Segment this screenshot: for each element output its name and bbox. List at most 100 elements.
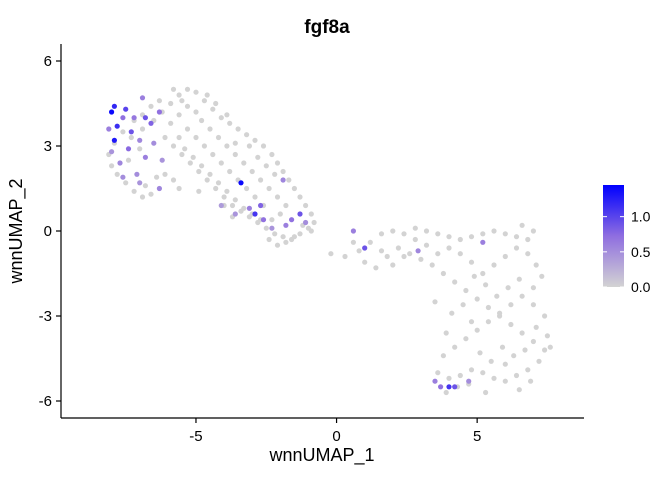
cell-point bbox=[176, 134, 182, 141]
colorbar-ticks: 0.0 0.5 1.0 bbox=[603, 209, 651, 295]
cell-point bbox=[429, 262, 435, 268]
expressed-cell-point bbox=[283, 222, 289, 228]
cell-point bbox=[266, 185, 272, 192]
cell-point bbox=[184, 103, 191, 109]
cell-point bbox=[196, 188, 202, 194]
cell-point bbox=[170, 177, 177, 183]
cell-point bbox=[457, 372, 463, 379]
expressed-cell-point bbox=[111, 103, 117, 109]
x-axis-ticks: -5 0 5 bbox=[189, 418, 481, 445]
cell-point bbox=[137, 146, 143, 152]
expressed-cell-point bbox=[120, 174, 126, 180]
cell-point bbox=[533, 324, 539, 330]
cell-point bbox=[401, 253, 407, 260]
cell-point bbox=[286, 177, 292, 183]
cell-point bbox=[468, 367, 475, 373]
expressed-cell-point bbox=[137, 137, 143, 143]
cell-point bbox=[508, 321, 514, 328]
cell-point bbox=[128, 134, 134, 141]
cell-point bbox=[139, 126, 146, 132]
cell-point bbox=[468, 259, 475, 265]
cell-point bbox=[311, 219, 317, 226]
expressed-cell-point bbox=[480, 239, 486, 245]
cell-point bbox=[528, 378, 534, 384]
expressed-cell-point bbox=[117, 160, 123, 166]
cell-point bbox=[218, 160, 224, 166]
cell-point bbox=[423, 228, 430, 234]
cell-point bbox=[283, 239, 289, 245]
cell-point bbox=[378, 248, 385, 254]
cell-point bbox=[435, 370, 441, 376]
cell-point bbox=[266, 236, 272, 243]
cell-point bbox=[280, 168, 286, 175]
cell-point bbox=[179, 151, 185, 158]
cell-point bbox=[449, 310, 455, 316]
y-tick-label: 3 bbox=[44, 138, 52, 155]
y-tick-label: -3 bbox=[39, 308, 52, 325]
cell-point bbox=[204, 92, 210, 98]
expressed-cell-point bbox=[128, 129, 134, 135]
cell-point bbox=[544, 333, 551, 339]
cell-point bbox=[525, 367, 531, 373]
cell-point bbox=[213, 185, 219, 192]
cell-point bbox=[463, 287, 469, 294]
expressed-cell-point bbox=[269, 225, 275, 231]
expressed-cell-point bbox=[159, 157, 165, 163]
color-legend: 0.0 0.5 1.0 bbox=[603, 185, 651, 295]
cell-point bbox=[412, 236, 418, 243]
cell-point bbox=[378, 231, 385, 237]
cell-point bbox=[246, 143, 252, 149]
x-tick-label: 0 bbox=[332, 428, 340, 445]
cell-point bbox=[483, 389, 489, 396]
cell-point bbox=[390, 228, 396, 234]
cell-point bbox=[269, 217, 275, 223]
cell-point bbox=[516, 387, 522, 393]
cell-point bbox=[530, 302, 537, 308]
cell-point bbox=[412, 225, 418, 231]
cell-point bbox=[297, 194, 303, 200]
x-tick-label: 5 bbox=[473, 428, 481, 445]
cell-point bbox=[342, 253, 348, 260]
cell-point bbox=[440, 353, 446, 359]
x-tick-label: -5 bbox=[189, 428, 202, 445]
cell-point bbox=[452, 344, 458, 350]
expressed-cell-point bbox=[452, 384, 458, 390]
expressed-cell-point bbox=[139, 95, 146, 101]
cell-point bbox=[491, 262, 497, 268]
cell-point bbox=[474, 296, 480, 302]
cell-point bbox=[193, 134, 199, 141]
cell-point bbox=[142, 183, 148, 189]
cell-point bbox=[280, 234, 286, 240]
cell-point bbox=[471, 273, 477, 279]
cell-point bbox=[274, 194, 281, 200]
cell-point bbox=[373, 265, 379, 271]
cell-point bbox=[182, 146, 188, 152]
cell-point bbox=[179, 98, 185, 104]
expressed-cell-point bbox=[246, 205, 252, 211]
cell-point bbox=[513, 245, 520, 251]
cell-point bbox=[201, 98, 207, 104]
cell-point bbox=[269, 151, 275, 158]
cell-point bbox=[530, 228, 537, 234]
cell-point bbox=[547, 344, 553, 350]
cell-point bbox=[263, 163, 269, 169]
cell-point bbox=[491, 228, 497, 234]
cell-point bbox=[123, 180, 129, 186]
cell-point bbox=[480, 270, 486, 277]
cell-point bbox=[308, 228, 314, 234]
cell-point bbox=[502, 361, 508, 367]
expressed-cell-point bbox=[218, 202, 224, 209]
expressed-cell-point bbox=[297, 211, 303, 217]
cell-point bbox=[463, 336, 469, 342]
cell-point bbox=[542, 313, 548, 319]
cell-point bbox=[483, 282, 489, 288]
cell-point bbox=[184, 126, 191, 132]
cell-point bbox=[215, 180, 222, 186]
expressed-cell-point bbox=[232, 211, 238, 217]
cell-point bbox=[170, 86, 177, 92]
y-axis-ticks: -6 -3 0 3 6 bbox=[39, 53, 61, 410]
cell-point bbox=[435, 251, 441, 257]
cell-point bbox=[227, 168, 233, 175]
cell-point bbox=[232, 140, 238, 146]
expressed-cell-point bbox=[238, 180, 244, 186]
